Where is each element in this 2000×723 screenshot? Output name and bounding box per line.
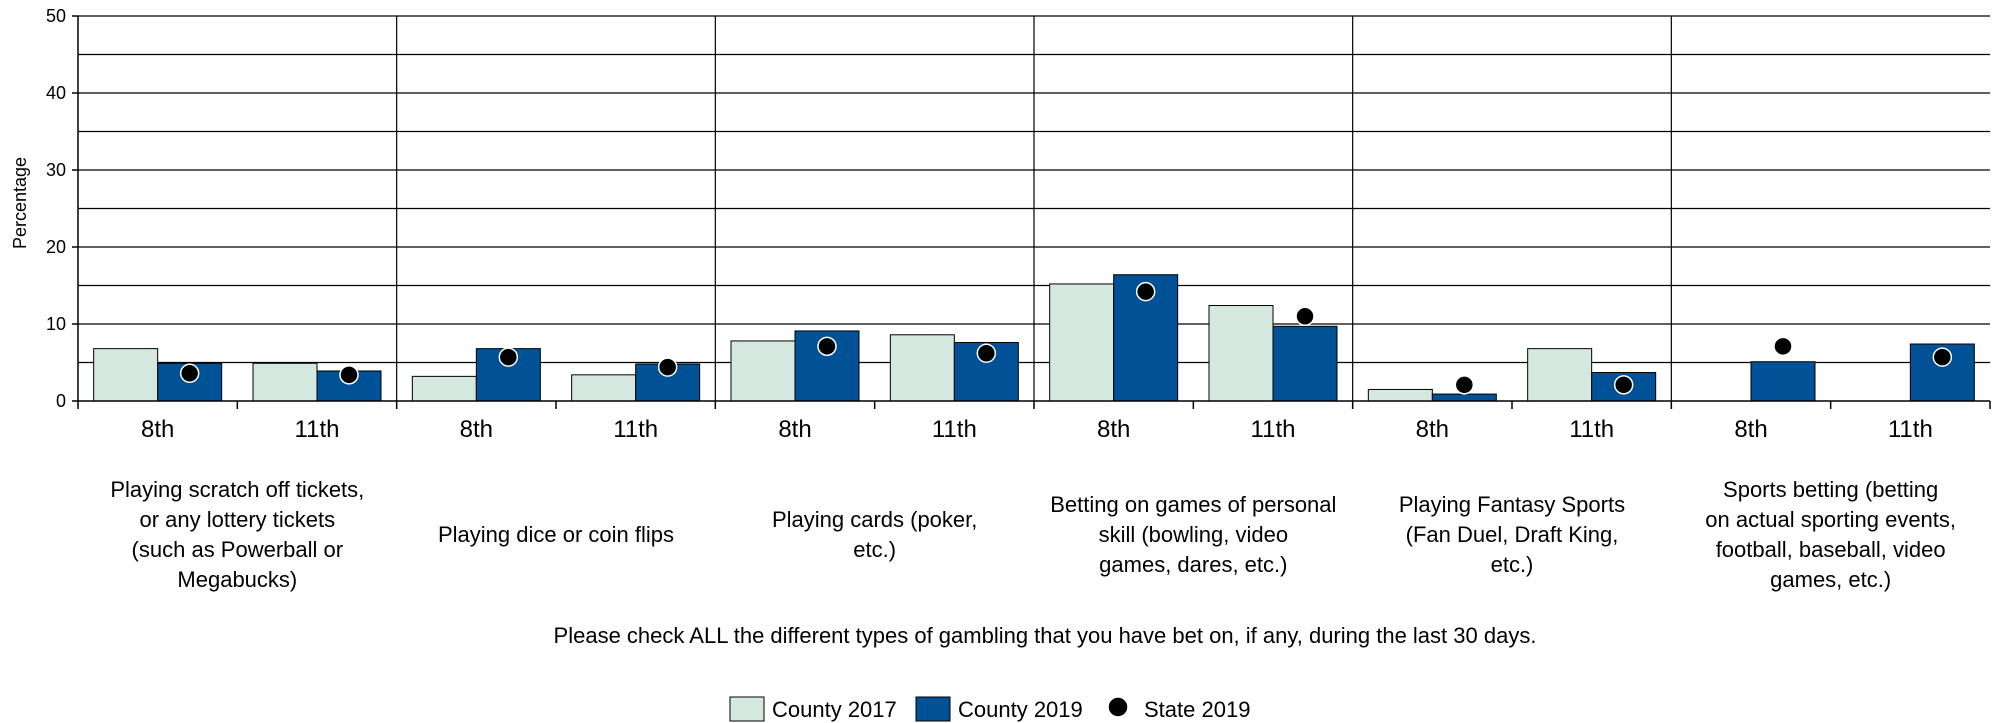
group-label: etc.) (1491, 552, 1534, 577)
dot-state-2019 (339, 365, 359, 385)
group-label: or any lottery tickets (140, 507, 336, 532)
bar-county-2017 (252, 362, 318, 402)
legend-label-county-2017: County 2017 (772, 697, 897, 722)
group-label: Playing scratch off tickets, (110, 477, 364, 502)
dot-state-2019 (657, 357, 678, 377)
grade-label: 8th (141, 416, 174, 443)
bar-county-2017 (1049, 283, 1115, 402)
group-label: skill (bowling, video (1099, 522, 1289, 547)
dot-state-2019 (498, 347, 519, 367)
y-tick-label: 50 (46, 6, 66, 26)
grade-label: 11th (295, 416, 340, 443)
axes: 0 10 20 30 40 50 8th 11th Playing scratch off ti… (46, 6, 1991, 592)
legend-marker-state-2019 (1107, 696, 1129, 718)
legend-swatch-county-2019 (915, 696, 951, 722)
bar-county-2017 (1367, 388, 1433, 402)
dot-state-2019 (817, 336, 837, 357)
dot-state-2019 (976, 343, 997, 364)
bar-county-2017 (730, 340, 796, 402)
legend-swatch-county-2017 (729, 696, 765, 722)
legend: County 2017 County 2019 State 2019 (729, 696, 1250, 722)
legend-label-county-2019: County 2019 (958, 697, 1083, 722)
dot-state-2019 (1773, 336, 1793, 357)
group-label: Playing Fantasy Sports (1399, 492, 1625, 517)
group-label: Sports betting (betting (1723, 477, 1938, 502)
y-tick-label: 10 (46, 314, 66, 334)
grade-label: 8th (460, 416, 493, 443)
dot-state-2019 (1135, 281, 1156, 302)
group-label: games, dares, etc.) (1099, 552, 1287, 577)
bar-county-2019 (1909, 343, 1975, 402)
y-tick-label: 0 (56, 391, 66, 411)
bar-county-2019 (1750, 361, 1816, 402)
y-axis-label: Percentage (10, 157, 30, 249)
grade-label: 11th (1251, 416, 1296, 443)
group-label: Megabucks) (177, 567, 297, 592)
grade-label: 8th (1097, 416, 1130, 443)
grade-label: 8th (778, 416, 811, 443)
grid (78, 15, 1990, 401)
dot-state-2019 (179, 363, 200, 384)
dot-state-2019 (1454, 375, 1475, 395)
grade-label: 11th (1888, 416, 1933, 443)
y-tick-label: 40 (46, 83, 66, 103)
grade-label: 11th (613, 416, 658, 443)
bar-county-2017 (1208, 305, 1274, 402)
bar-county-2019 (1431, 393, 1497, 402)
group-label: Betting on games of personal (1050, 492, 1336, 517)
grade-label: 8th (1734, 416, 1767, 443)
bar-county-2017 (889, 334, 955, 402)
group-label: (Fan Duel, Draft King, (1406, 522, 1619, 547)
dot-state-2019 (1932, 347, 1953, 367)
y-tick-label: 20 (46, 237, 66, 257)
grade-label: 8th (1416, 416, 1449, 443)
dot-state-2019 (1295, 306, 1315, 327)
group-label: football, baseball, video (1716, 537, 1946, 562)
group-label: etc.) (853, 537, 896, 562)
group-label: Playing cards (poker, (772, 507, 977, 532)
bar-county-2017 (93, 348, 159, 402)
bar-county-2019 (1272, 325, 1338, 402)
bar-county-2017 (571, 374, 637, 402)
group-label: games, etc.) (1770, 567, 1891, 592)
grade-label: 11th (1569, 416, 1614, 443)
bar-county-2017 (411, 375, 477, 402)
group-label: (such as Powerball or (132, 537, 344, 562)
legend-label-state-2019: State 2019 (1144, 697, 1250, 722)
group-label: on actual sporting events, (1705, 507, 1956, 532)
grade-label: 11th (932, 416, 977, 443)
y-tick-label: 30 (46, 160, 66, 180)
group-label: Playing dice or coin flips (438, 522, 674, 547)
x-axis-title: Please check ALL the different types of … (554, 623, 1537, 648)
bar-county-2017 (1527, 348, 1593, 402)
dot-state-2019 (1613, 375, 1634, 395)
state-dots (179, 281, 1953, 395)
